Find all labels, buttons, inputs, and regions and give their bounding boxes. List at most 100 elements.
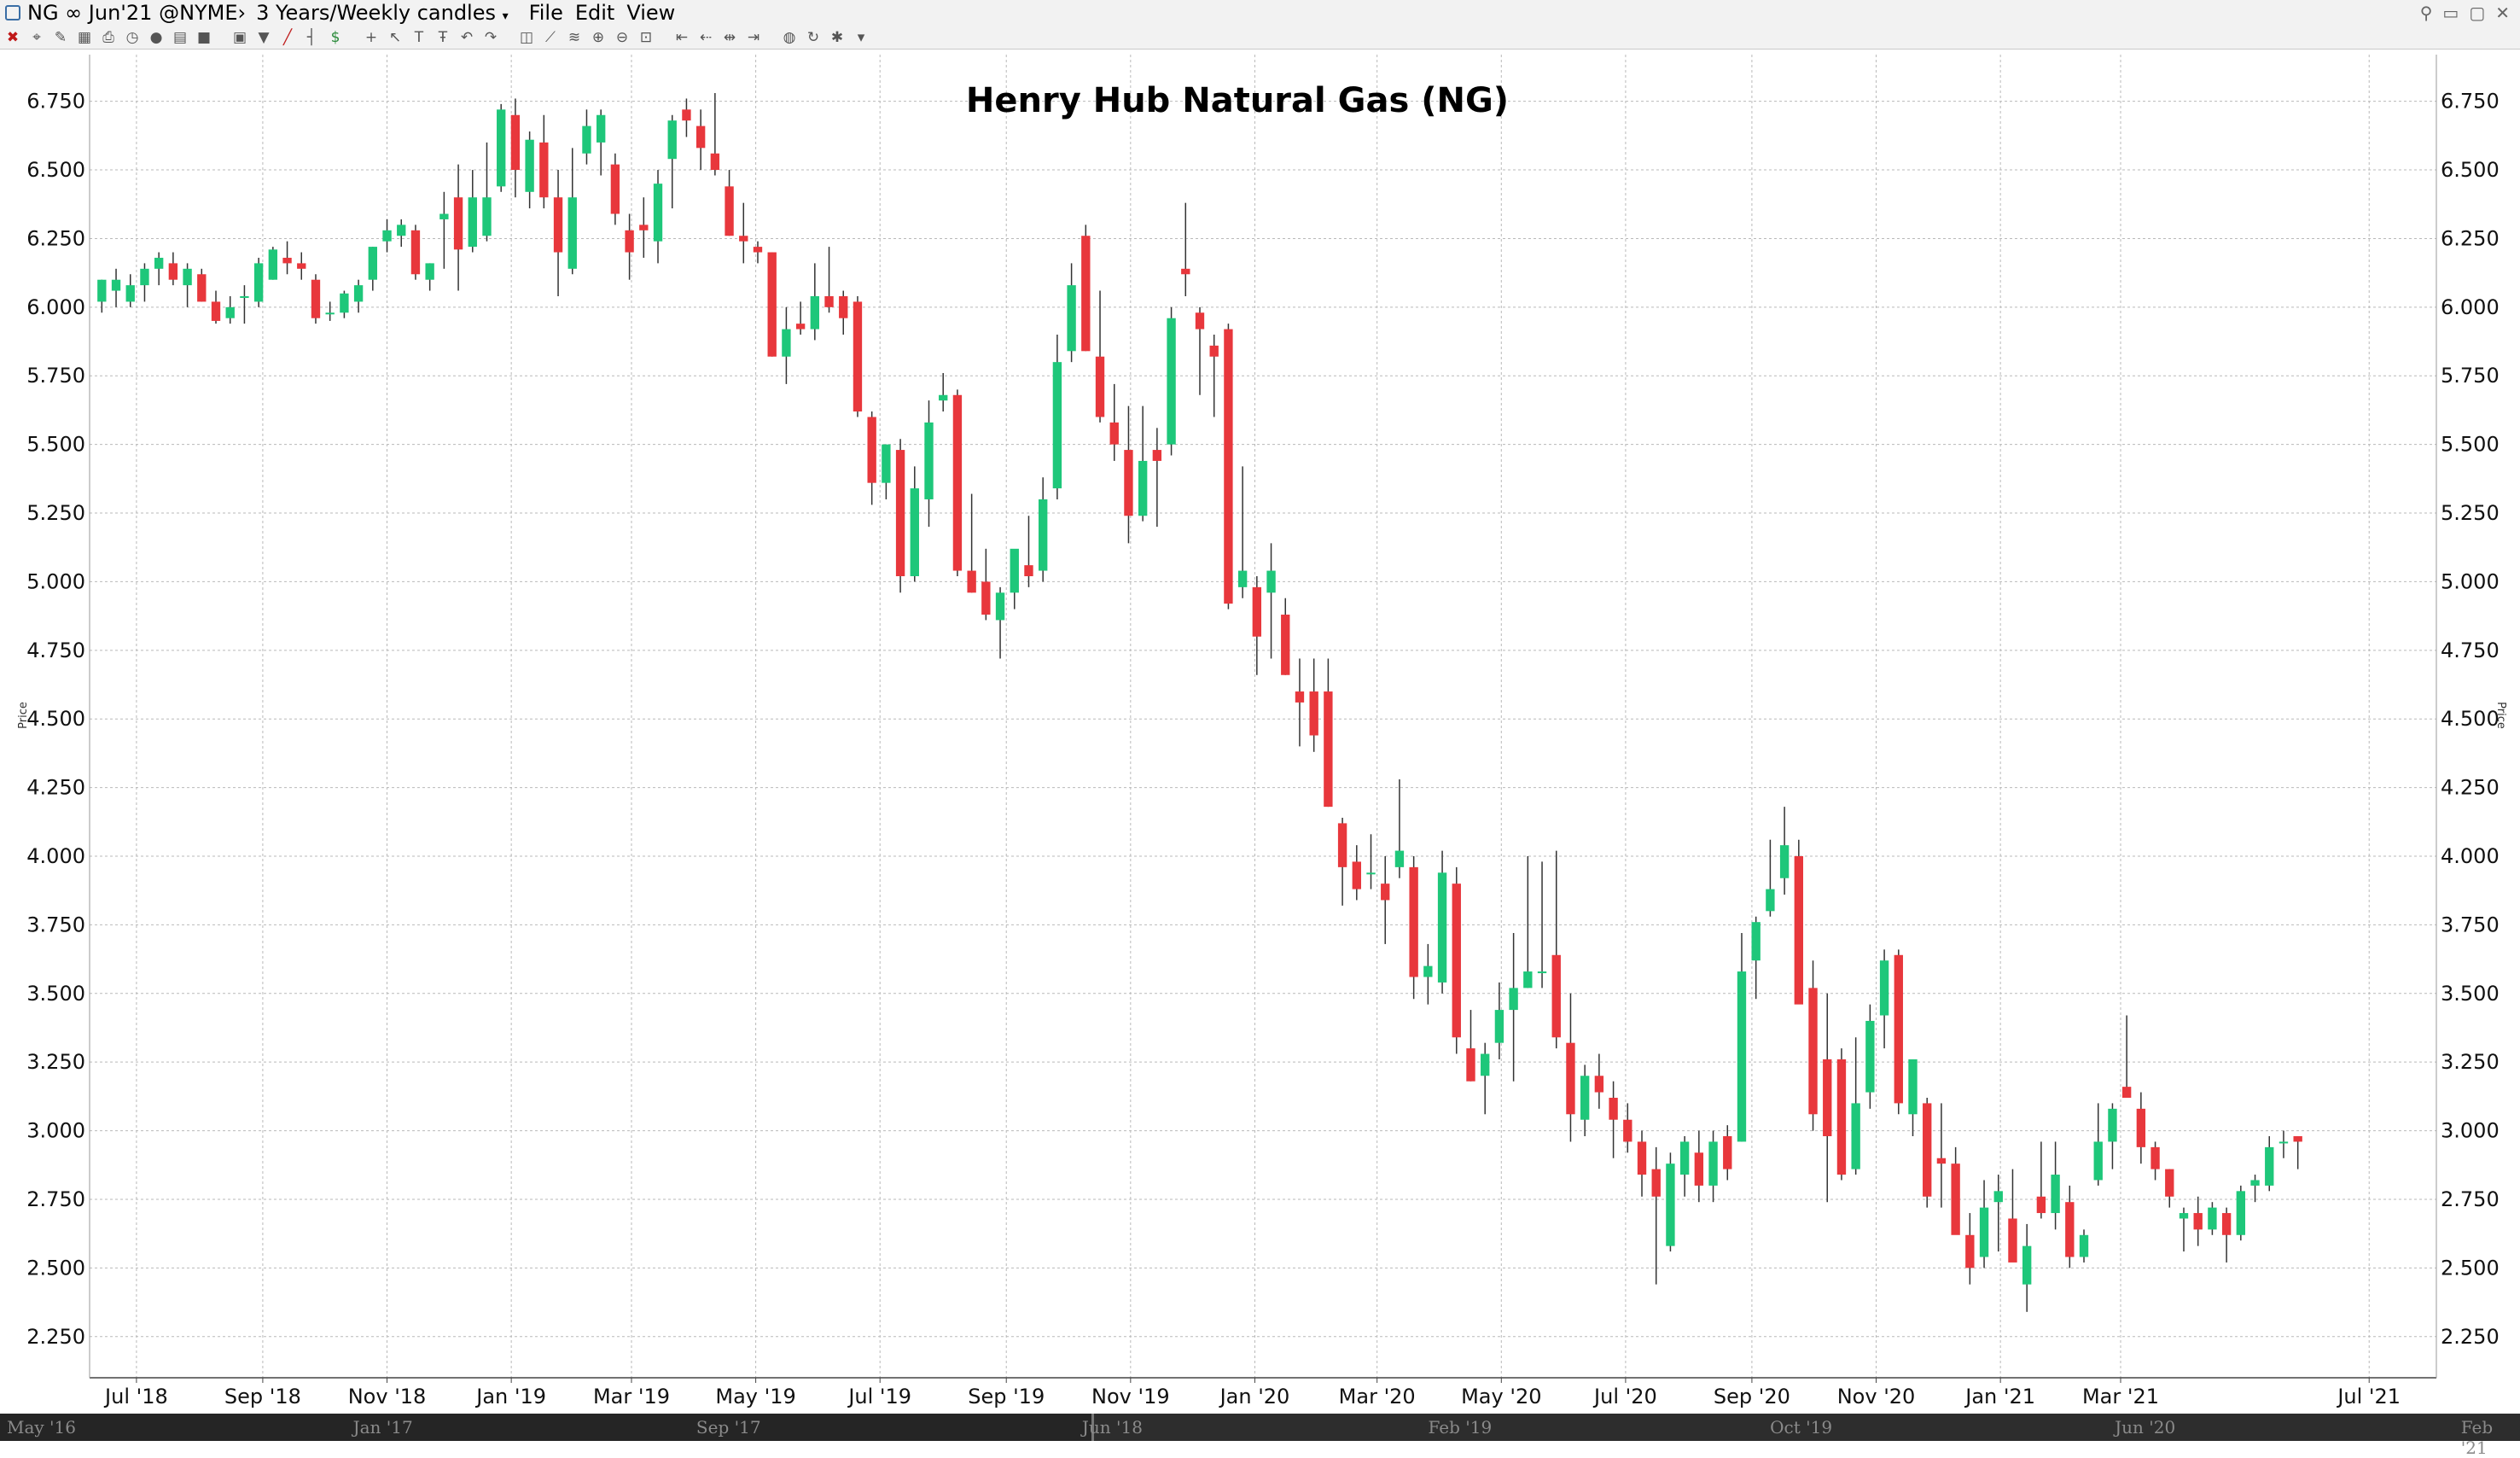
filter-icon[interactable]: ▼ — [258, 28, 270, 46]
scroll-end-icon[interactable]: ⇥ — [747, 28, 760, 46]
candle — [1551, 850, 1561, 1049]
candle — [2079, 1229, 2089, 1263]
candle — [2278, 1130, 2289, 1158]
globe-icon[interactable]: ◍ — [783, 28, 796, 46]
cursor-icon[interactable]: + — [364, 28, 378, 46]
x-tick-label: Jan '19 — [474, 1385, 546, 1408]
chart: 6.750 6.750 6.500 6.500 6.250 6.250 6.000 6.000… — [17, 55, 2507, 1408]
candle — [1879, 949, 1889, 1049]
candle-body-down — [1794, 856, 1804, 1005]
line-draw-icon[interactable]: ╱ — [282, 28, 293, 46]
crosshair-icon[interactable]: ⌖ — [32, 28, 41, 46]
candle-body-down — [2008, 1218, 2017, 1263]
settings-icon[interactable]: ✱ — [830, 28, 844, 46]
candle — [924, 400, 934, 528]
scroll-position-icon[interactable]: ⇹ — [723, 28, 736, 46]
brush-icon[interactable]: ✎ — [54, 28, 67, 46]
candle — [497, 103, 506, 192]
candle — [1509, 933, 1518, 1082]
y-tick-label-right: 3.500 — [2441, 982, 2500, 1006]
y-tick-label-right: 4.750 — [2441, 639, 2500, 662]
candle — [1209, 335, 1219, 417]
minimize-icon[interactable]: ▭ — [2442, 3, 2459, 23]
print-icon[interactable]: ⎙ — [102, 28, 114, 46]
candle-body-up — [353, 285, 364, 302]
dropdown-icon[interactable]: ▾ — [857, 28, 865, 46]
trendline-icon[interactable]: ⟋ — [545, 28, 556, 46]
chevron-down-icon: ▾ — [502, 9, 509, 23]
navigator-bar[interactable]: May '16 Jan '17 Sep '17 Jun '18 Feb '19 Oct '… — [0, 1414, 2520, 1458]
candle — [425, 263, 434, 291]
period-dropdown[interactable]: 3 Years/Weekly candles ▾ — [256, 1, 509, 25]
bar-style-icon[interactable]: ┤ — [306, 28, 317, 46]
arrow-cursor-icon[interactable]: ↖ — [388, 28, 402, 46]
table-icon[interactable]: ▤ — [172, 28, 188, 46]
candle-body-down — [1808, 988, 1818, 1115]
y-tick-label-left: 2.750 — [26, 1187, 85, 1211]
stop-icon[interactable]: ■ — [196, 28, 212, 46]
candle — [2250, 1175, 2260, 1203]
zoom-out-icon[interactable]: ⊖ — [615, 28, 629, 46]
candle-body-up — [140, 268, 149, 286]
menu-file[interactable]: File — [528, 1, 563, 25]
candle — [1908, 1059, 1918, 1137]
candle — [553, 170, 563, 296]
y-tick-label-right: 6.750 — [2441, 90, 2500, 114]
menu-view[interactable]: View — [626, 1, 676, 25]
candle — [2008, 1169, 2017, 1263]
navigator-date-label: Feb '19 — [1428, 1417, 1493, 1438]
candle — [967, 493, 976, 593]
y-tick-label-left: 3.750 — [26, 913, 85, 936]
candle-body-up — [782, 329, 791, 357]
text-icon[interactable]: T — [414, 28, 424, 46]
link-icon[interactable]: ⚲ — [2419, 3, 2433, 23]
template-icon[interactable]: ▣ — [232, 28, 247, 46]
grid-icon[interactable]: ▦ — [77, 28, 92, 46]
text-box-icon[interactable]: Ŧ — [438, 28, 448, 46]
candle-body-up — [2278, 1141, 2289, 1144]
candle-body-up — [1851, 1103, 1860, 1169]
candle — [1851, 1037, 1860, 1175]
candle — [1010, 548, 1019, 609]
undo-icon[interactable]: ↶ — [460, 28, 474, 46]
snapshot-icon[interactable]: ◫ — [519, 28, 534, 46]
candle-body-down — [2036, 1196, 2046, 1214]
candle-body-down — [2150, 1146, 2160, 1169]
candle — [382, 219, 392, 253]
period-label: 3 Years/Weekly candles — [256, 1, 496, 25]
candle — [2179, 1207, 2189, 1252]
zoom-fit-icon[interactable]: ⊡ — [639, 28, 653, 46]
menu-edit[interactable]: Edit — [574, 1, 615, 25]
zoom-in-icon[interactable]: ⊕ — [591, 28, 605, 46]
candle — [853, 295, 863, 417]
refresh-icon[interactable]: ↻ — [806, 28, 820, 46]
clock-icon[interactable]: ◷ — [125, 28, 139, 46]
dollar-icon[interactable]: $ — [330, 28, 340, 46]
navigator-date-label: Jun '18 — [1081, 1417, 1143, 1438]
candle — [1609, 1081, 1618, 1158]
close-window-icon[interactable]: ✕ — [2495, 3, 2510, 23]
candle — [1381, 856, 1390, 944]
candle — [653, 170, 663, 264]
scroll-left-icon[interactable]: ⇠ — [699, 28, 713, 46]
candle — [695, 109, 706, 171]
candle-body-up — [1580, 1076, 1590, 1120]
candle-body-up — [582, 125, 591, 154]
record-icon[interactable]: ● — [149, 28, 163, 46]
candle-body-up — [1138, 460, 1148, 516]
symbol-title[interactable]: NG ∞ Jun'21 @NYME› — [27, 1, 247, 25]
candle-body-down — [197, 274, 207, 302]
candle — [1694, 1130, 1704, 1203]
candle — [125, 274, 135, 307]
scroll-start-icon[interactable]: ⇤ — [675, 28, 689, 46]
redo-icon[interactable]: ↷ — [484, 28, 498, 46]
candle — [824, 247, 834, 313]
candle-body-up — [1979, 1207, 1989, 1257]
fibonacci-icon[interactable]: ≋ — [567, 28, 581, 46]
close-icon[interactable]: ✖ — [6, 28, 20, 46]
candle — [2136, 1092, 2146, 1164]
candle-body-down — [1951, 1163, 1960, 1235]
navigator-thumb[interactable] — [1091, 1414, 2520, 1441]
y-tick-label-left: 4.000 — [26, 844, 85, 868]
maximize-icon[interactable]: ▢ — [2469, 3, 2486, 23]
